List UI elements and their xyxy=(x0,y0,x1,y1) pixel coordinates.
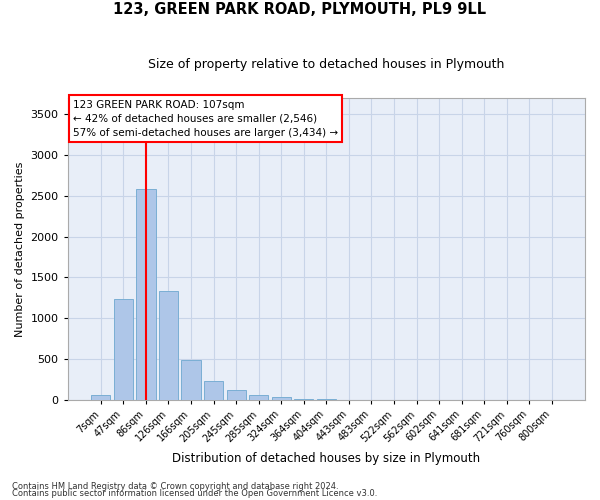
Bar xyxy=(181,360,200,400)
Bar xyxy=(204,381,223,400)
Bar xyxy=(159,291,178,400)
Bar xyxy=(249,395,268,400)
Bar xyxy=(114,298,133,400)
Text: 123 GREEN PARK ROAD: 107sqm
← 42% of detached houses are smaller (2,546)
57% of : 123 GREEN PARK ROAD: 107sqm ← 42% of det… xyxy=(73,100,338,138)
Text: 123, GREEN PARK ROAD, PLYMOUTH, PL9 9LL: 123, GREEN PARK ROAD, PLYMOUTH, PL9 9LL xyxy=(113,2,487,18)
Bar xyxy=(272,397,291,400)
Title: Size of property relative to detached houses in Plymouth: Size of property relative to detached ho… xyxy=(148,58,505,70)
Bar xyxy=(91,395,110,400)
X-axis label: Distribution of detached houses by size in Plymouth: Distribution of detached houses by size … xyxy=(172,452,481,465)
Text: Contains public sector information licensed under the Open Government Licence v3: Contains public sector information licen… xyxy=(12,490,377,498)
Bar xyxy=(227,390,246,400)
Bar xyxy=(294,399,313,400)
Text: Contains HM Land Registry data © Crown copyright and database right 2024.: Contains HM Land Registry data © Crown c… xyxy=(12,482,338,491)
Y-axis label: Number of detached properties: Number of detached properties xyxy=(15,161,25,336)
Bar xyxy=(136,190,155,400)
